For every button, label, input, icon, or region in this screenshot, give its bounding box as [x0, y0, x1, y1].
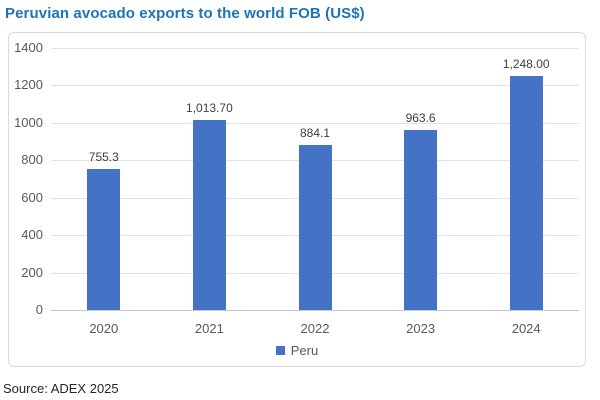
- x-axis-line: [51, 310, 579, 311]
- y-axis-tick-label: 1000: [14, 114, 43, 130]
- y-axis-tick-label: 1200: [14, 77, 43, 93]
- bar-2023: [404, 129, 438, 310]
- y-axis-tick-label: 200: [21, 264, 43, 280]
- bar-value-label: 884.1: [299, 125, 331, 140]
- bar-2020: [87, 168, 121, 310]
- x-axis-tick-label: 2024: [511, 321, 541, 336]
- x-axis-tick-label: 2023: [406, 321, 436, 336]
- chart-title: Peruvian avocado exports to the world FO…: [5, 5, 365, 22]
- bar-value-label: 1,248.00: [502, 57, 550, 72]
- bar-2024: [509, 76, 543, 310]
- chart-frame: 0 200 400 600 800 1000 1200 1400 755.3 2020 1,013.…: [8, 32, 586, 367]
- bar-value-label: 1,013.70: [186, 101, 233, 116]
- bar-value-label: 755.3: [88, 149, 119, 164]
- bar-2022: [298, 144, 332, 310]
- legend-label: Peru: [290, 343, 319, 358]
- gridline: [51, 85, 579, 87]
- source-note: Source: ADEX 2025: [3, 381, 119, 396]
- y-axis-tick-label: 0: [35, 302, 43, 317]
- x-axis-tick-label: 2020: [89, 321, 119, 336]
- bar-2021: [192, 120, 226, 310]
- legend: Peru: [9, 343, 585, 358]
- y-axis-tick-label: 400: [21, 227, 43, 243]
- x-axis-tick-label: 2022: [300, 321, 330, 336]
- y-axis-tick-label: 800: [21, 152, 43, 168]
- gridline: [51, 48, 579, 49]
- gridline: [51, 122, 579, 124]
- legend-swatch-peru: [275, 346, 285, 355]
- x-axis-tick-label: 2021: [194, 321, 224, 336]
- bar-value-label: 963.6: [405, 110, 436, 125]
- plot-area: 0 200 400 600 800 1000 1200 1400 755.3 2020 1,013.…: [14, 41, 579, 336]
- y-axis-tick-label: 1400: [14, 40, 43, 55]
- y-axis-tick-label: 600: [21, 189, 43, 205]
